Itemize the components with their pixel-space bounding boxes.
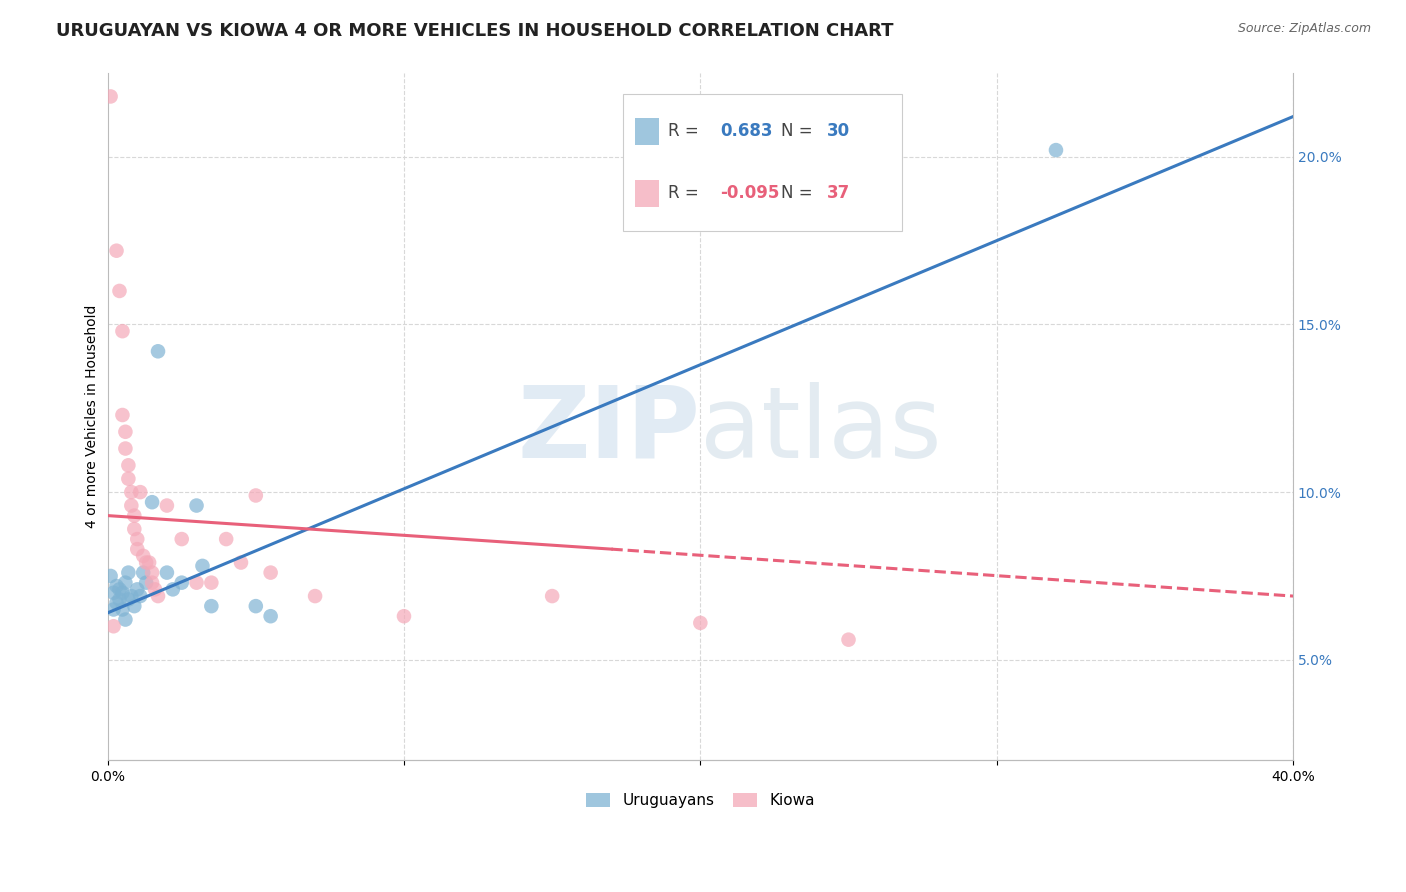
Y-axis label: 4 or more Vehicles in Household: 4 or more Vehicles in Household bbox=[86, 305, 100, 528]
Text: N =: N = bbox=[780, 185, 818, 202]
Point bbox=[156, 499, 179, 513]
Point bbox=[162, 582, 184, 597]
Point bbox=[111, 408, 134, 422]
Point bbox=[170, 532, 193, 546]
Point bbox=[127, 542, 149, 557]
Point bbox=[259, 566, 281, 580]
Point bbox=[245, 488, 267, 502]
Point bbox=[120, 589, 142, 603]
Point bbox=[117, 592, 139, 607]
Point bbox=[170, 575, 193, 590]
Text: atlas: atlas bbox=[700, 382, 942, 479]
Point bbox=[143, 582, 166, 597]
Text: Source: ZipAtlas.com: Source: ZipAtlas.com bbox=[1237, 22, 1371, 36]
Point bbox=[100, 569, 122, 583]
Point bbox=[146, 344, 169, 359]
Point bbox=[124, 599, 146, 614]
Point bbox=[186, 575, 208, 590]
Text: -0.095: -0.095 bbox=[720, 185, 780, 202]
Point bbox=[117, 472, 139, 486]
Point bbox=[132, 566, 155, 580]
Text: 37: 37 bbox=[827, 185, 851, 202]
Text: R =: R = bbox=[668, 185, 704, 202]
Point bbox=[108, 592, 131, 607]
Point bbox=[103, 619, 125, 633]
Point bbox=[124, 508, 146, 523]
Point bbox=[120, 485, 142, 500]
Point bbox=[108, 582, 131, 597]
Point bbox=[132, 549, 155, 563]
Point bbox=[114, 425, 136, 439]
Point bbox=[156, 566, 179, 580]
Point bbox=[541, 589, 564, 603]
Bar bbox=[636, 118, 659, 145]
Point bbox=[392, 609, 415, 624]
Point bbox=[127, 532, 149, 546]
Point bbox=[103, 585, 125, 599]
Point bbox=[105, 579, 128, 593]
Point bbox=[146, 589, 169, 603]
Point bbox=[129, 485, 152, 500]
Point bbox=[200, 599, 222, 614]
Point bbox=[838, 632, 860, 647]
Point bbox=[129, 589, 152, 603]
Text: 0.683: 0.683 bbox=[720, 122, 773, 140]
Point bbox=[135, 556, 157, 570]
FancyBboxPatch shape bbox=[623, 94, 901, 231]
Point bbox=[141, 575, 163, 590]
Point bbox=[117, 566, 139, 580]
Point bbox=[114, 442, 136, 456]
Point bbox=[111, 602, 134, 616]
Point bbox=[135, 575, 157, 590]
Text: R =: R = bbox=[668, 122, 704, 140]
Point bbox=[111, 585, 134, 599]
Text: N =: N = bbox=[780, 122, 818, 140]
Point bbox=[111, 324, 134, 338]
Point bbox=[120, 499, 142, 513]
Point bbox=[304, 589, 326, 603]
Point bbox=[229, 556, 252, 570]
Point bbox=[105, 596, 128, 610]
Point bbox=[1045, 143, 1067, 157]
Point bbox=[103, 602, 125, 616]
Point bbox=[215, 532, 238, 546]
Point bbox=[200, 575, 222, 590]
Point bbox=[186, 499, 208, 513]
Point bbox=[127, 582, 149, 597]
Point bbox=[117, 458, 139, 473]
Bar bbox=[636, 179, 659, 207]
Point bbox=[138, 556, 160, 570]
Point bbox=[191, 558, 214, 573]
Text: ZIP: ZIP bbox=[517, 382, 700, 479]
Legend: Uruguayans, Kiowa: Uruguayans, Kiowa bbox=[579, 788, 821, 814]
Point bbox=[141, 566, 163, 580]
Point bbox=[259, 609, 281, 624]
Point bbox=[105, 244, 128, 258]
Point bbox=[114, 613, 136, 627]
Text: 30: 30 bbox=[827, 122, 851, 140]
Point bbox=[114, 575, 136, 590]
Point bbox=[124, 522, 146, 536]
Text: URUGUAYAN VS KIOWA 4 OR MORE VEHICLES IN HOUSEHOLD CORRELATION CHART: URUGUAYAN VS KIOWA 4 OR MORE VEHICLES IN… bbox=[56, 22, 894, 40]
Point bbox=[100, 89, 122, 103]
Point bbox=[245, 599, 267, 614]
Point bbox=[141, 495, 163, 509]
Point bbox=[689, 615, 711, 630]
Point bbox=[108, 284, 131, 298]
